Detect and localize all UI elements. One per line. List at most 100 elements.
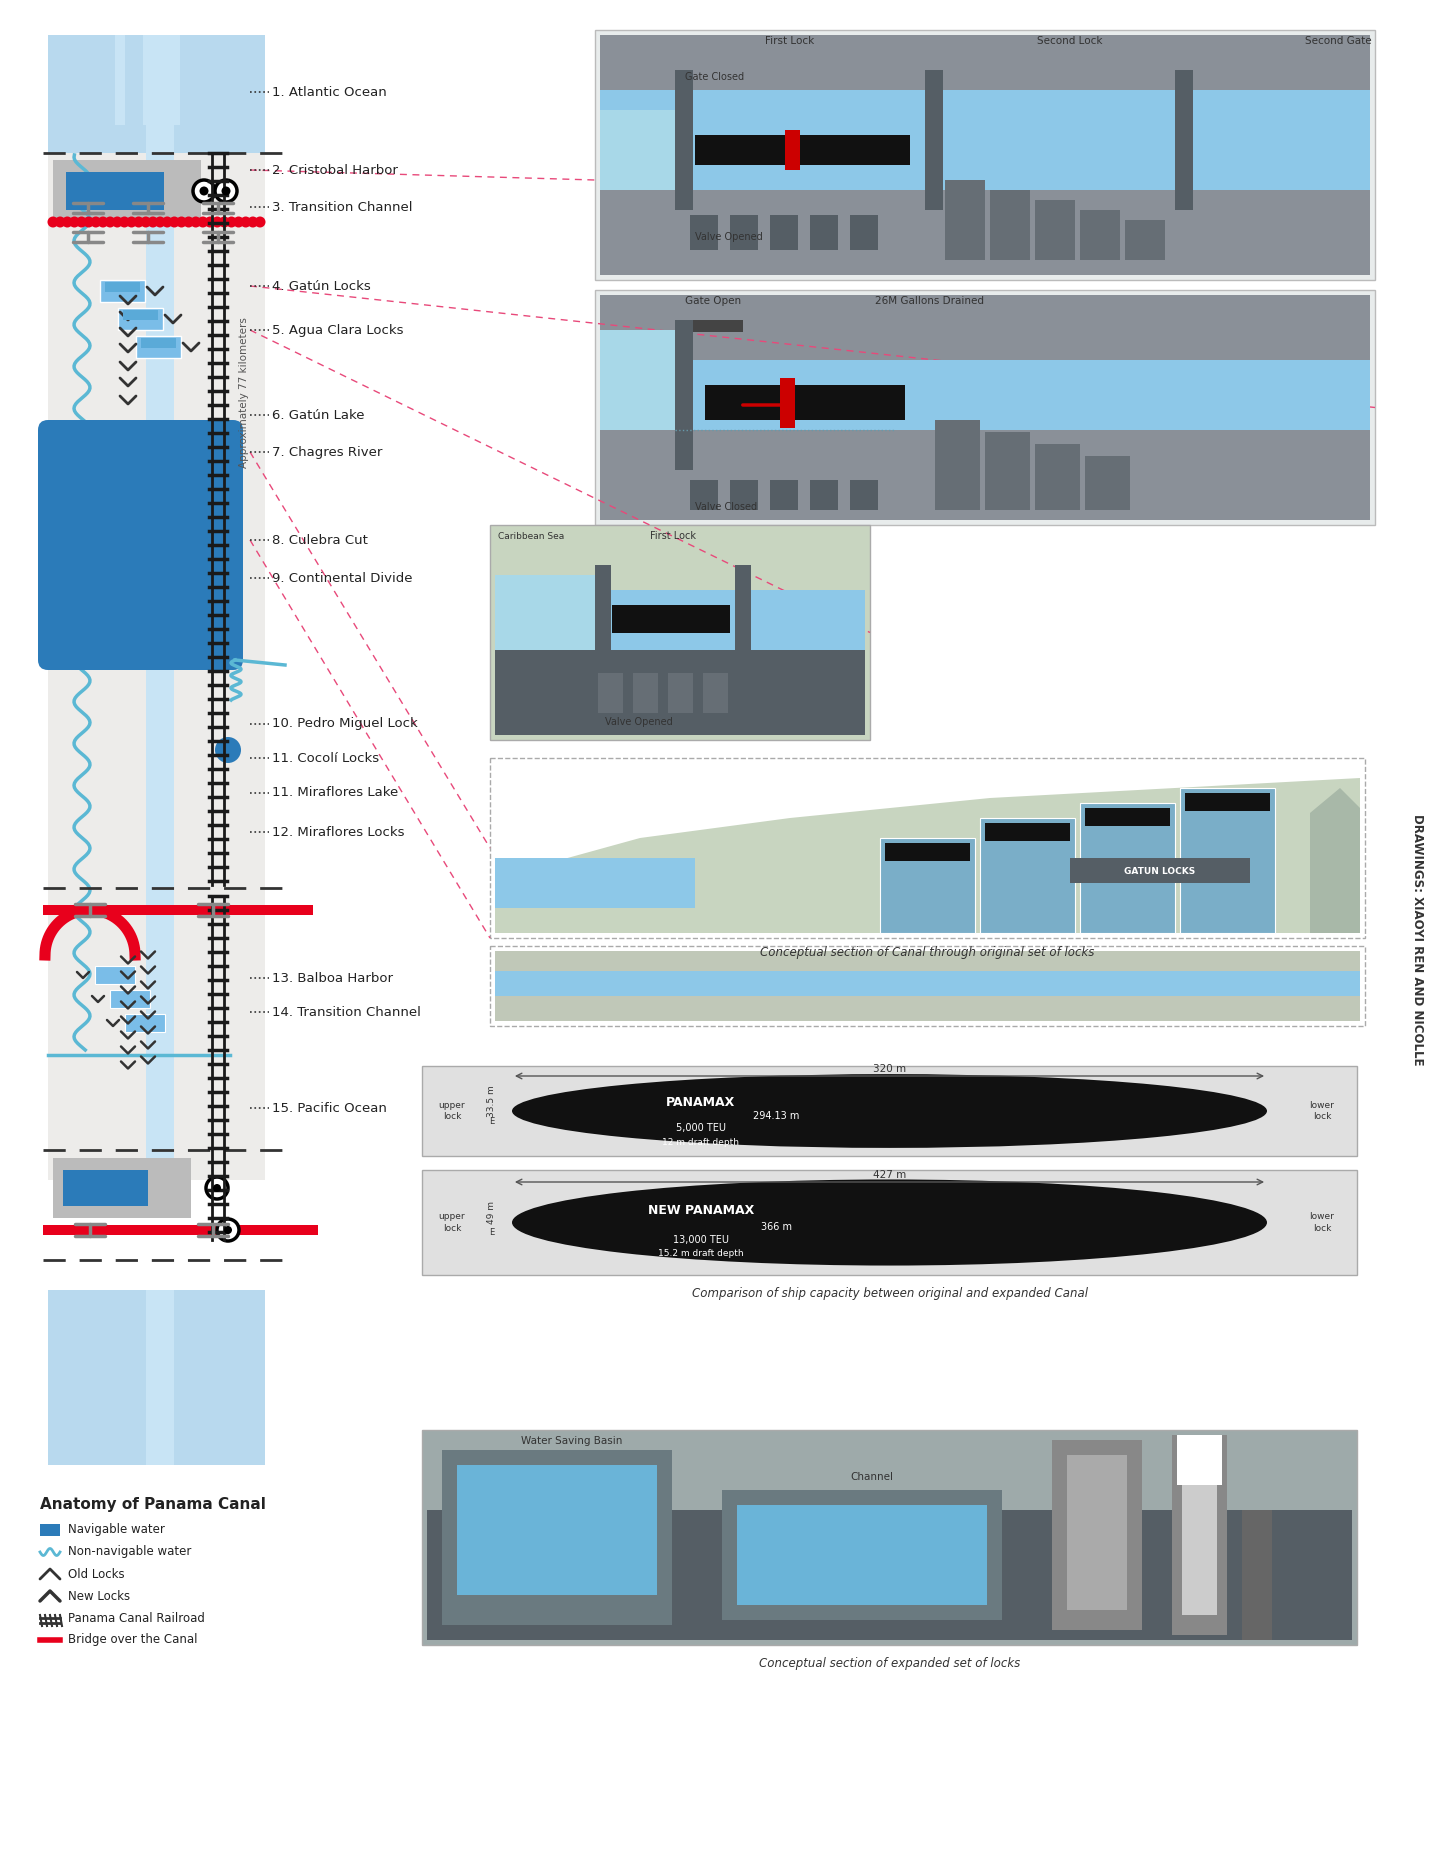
Circle shape xyxy=(155,217,166,227)
Bar xyxy=(1085,807,1170,826)
Text: Comparison of ship capacity between original and expanded Canal: Comparison of ship capacity between orig… xyxy=(692,1287,1087,1300)
Bar xyxy=(66,172,165,210)
Circle shape xyxy=(176,217,188,227)
Text: lower
lock: lower lock xyxy=(1309,1212,1335,1232)
Ellipse shape xyxy=(513,1073,1267,1148)
Text: First Lock: First Lock xyxy=(650,532,696,541)
Bar xyxy=(495,951,1360,1021)
Circle shape xyxy=(222,187,231,195)
Text: New Locks: New Locks xyxy=(67,1590,130,1603)
Bar xyxy=(422,1429,1358,1644)
Bar xyxy=(40,1525,60,1536)
Bar xyxy=(600,360,1370,431)
Text: 8. Culebra Cut: 8. Culebra Cut xyxy=(272,534,368,547)
Text: 13. Balboa Harbor: 13. Balboa Harbor xyxy=(272,972,392,985)
Circle shape xyxy=(193,180,215,202)
Bar xyxy=(170,36,180,125)
Bar xyxy=(730,479,758,509)
Text: 2. Cristobal Harbor: 2. Cristobal Harbor xyxy=(272,163,398,176)
Text: 12. Miraflores Locks: 12. Miraflores Locks xyxy=(272,826,404,839)
Bar xyxy=(490,524,871,740)
Bar xyxy=(600,111,674,189)
Bar xyxy=(674,69,693,210)
Bar xyxy=(100,279,145,302)
Bar xyxy=(105,283,140,292)
Bar xyxy=(690,479,717,509)
Text: Panama Canal Railroad: Panama Canal Railroad xyxy=(67,1611,205,1624)
Circle shape xyxy=(213,1184,221,1191)
Text: 366 m: 366 m xyxy=(760,1223,792,1232)
Bar xyxy=(1180,789,1274,933)
Text: 15.2 m draft depth: 15.2 m draft depth xyxy=(657,1249,743,1259)
Text: upper
lock: upper lock xyxy=(438,1101,465,1122)
Text: DRAWINGS: XIAOYI REN AND NICOLLE: DRAWINGS: XIAOYI REN AND NICOLLE xyxy=(1412,815,1425,1066)
Bar xyxy=(143,36,153,125)
Text: 3. Transition Channel: 3. Transition Channel xyxy=(272,200,412,214)
Bar xyxy=(945,180,985,260)
Text: Caribbean Sea: Caribbean Sea xyxy=(498,532,564,541)
Text: 14. Transition Channel: 14. Transition Channel xyxy=(272,1006,421,1019)
Bar xyxy=(495,575,596,650)
Bar xyxy=(1067,1455,1127,1611)
Circle shape xyxy=(198,217,209,227)
Text: Valve Closed: Valve Closed xyxy=(695,502,758,511)
Circle shape xyxy=(255,217,265,227)
Circle shape xyxy=(97,217,109,227)
Bar xyxy=(770,479,798,509)
Bar xyxy=(136,335,180,358)
Bar xyxy=(600,90,1370,189)
Bar xyxy=(722,1491,1002,1620)
Text: lower
lock: lower lock xyxy=(1309,1101,1335,1122)
Bar xyxy=(599,672,623,714)
Ellipse shape xyxy=(513,1180,1267,1266)
Text: Approximately 77 kilometers: Approximately 77 kilometers xyxy=(239,317,249,468)
Circle shape xyxy=(169,217,180,227)
Circle shape xyxy=(126,217,137,227)
Bar xyxy=(730,215,758,249)
FancyBboxPatch shape xyxy=(39,420,243,671)
Text: 4. Gatún Locks: 4. Gatún Locks xyxy=(272,279,371,292)
Text: 12 m draft depth: 12 m draft depth xyxy=(662,1139,739,1146)
Bar xyxy=(811,215,838,249)
Circle shape xyxy=(62,217,73,227)
Circle shape xyxy=(69,217,80,227)
Bar xyxy=(490,759,1365,938)
Bar xyxy=(422,1171,1358,1276)
Text: NEW PANAMAX: NEW PANAMAX xyxy=(647,1204,753,1217)
Circle shape xyxy=(218,1219,239,1242)
Text: 7. Chagres River: 7. Chagres River xyxy=(272,446,382,459)
Bar xyxy=(1186,792,1270,811)
Bar xyxy=(495,970,1360,996)
Circle shape xyxy=(83,217,95,227)
Bar xyxy=(703,672,727,714)
Text: upper
lock: upper lock xyxy=(438,1212,465,1232)
Bar xyxy=(442,1450,672,1626)
Bar xyxy=(1053,1440,1141,1630)
Circle shape xyxy=(206,1176,228,1199)
Bar xyxy=(1070,858,1250,882)
Circle shape xyxy=(212,217,222,227)
Bar xyxy=(1177,1435,1221,1485)
Bar xyxy=(495,644,865,734)
Bar xyxy=(667,672,693,714)
Bar xyxy=(146,36,175,1180)
Circle shape xyxy=(190,217,202,227)
Bar xyxy=(770,215,798,249)
Bar xyxy=(1035,200,1075,260)
Circle shape xyxy=(183,217,195,227)
Circle shape xyxy=(90,217,102,227)
Text: 13,000 TEU: 13,000 TEU xyxy=(673,1234,729,1244)
Circle shape xyxy=(219,217,229,227)
Text: 294.13 m: 294.13 m xyxy=(753,1111,799,1122)
Circle shape xyxy=(54,217,66,227)
Polygon shape xyxy=(442,1450,672,1626)
Circle shape xyxy=(233,217,243,227)
Text: 10. Pedro Miguel Lock: 10. Pedro Miguel Lock xyxy=(272,717,418,730)
Bar xyxy=(695,135,909,165)
Bar xyxy=(881,837,975,933)
Bar xyxy=(117,307,163,330)
Bar xyxy=(140,337,176,348)
Circle shape xyxy=(162,217,173,227)
Bar xyxy=(596,290,1375,524)
Bar xyxy=(49,36,265,1180)
